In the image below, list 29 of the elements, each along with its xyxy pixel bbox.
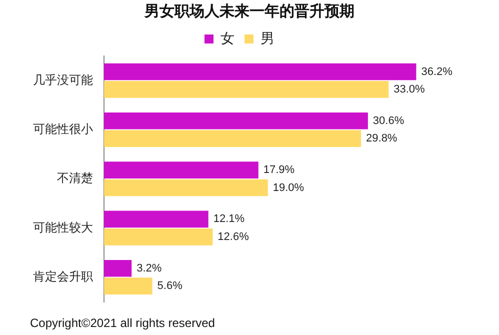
data-label: 19.0% [272,182,304,194]
y-tick-label: 几乎没可能 [33,72,93,87]
data-label: 12.1% [213,213,245,226]
bar [104,179,268,196]
chart-title: 男女职场人未来一年的晋升预期 [143,2,356,21]
bar [104,228,213,246]
y-tick-label: 可能性较大 [33,220,93,234]
bar [104,81,389,98]
legend-label: 女 [220,30,234,46]
y-tick-label: 肯定会升职 [33,270,93,284]
y-tick-label: 不清楚 [57,171,93,186]
y-tick-label: 可能性很小 [33,122,93,136]
legend-label: 男 [260,30,274,46]
bar [104,210,208,228]
bar [104,63,416,80]
data-label: 36.2% [421,66,453,78]
bar [104,130,362,147]
bar [104,112,368,130]
data-label: 30.6% [372,114,404,127]
data-label: 29.8% [366,132,398,145]
data-label: 17.9% [263,164,295,176]
bar [104,162,258,178]
data-label: 5.6% [157,280,183,292]
bar [104,260,132,277]
text: Copyright©2021 all rights reserved [30,316,215,330]
data-label: 12.6% [218,230,250,243]
bar [104,278,152,294]
data-label: 33.0% [394,83,426,96]
data-label: 3.2% [136,262,162,274]
